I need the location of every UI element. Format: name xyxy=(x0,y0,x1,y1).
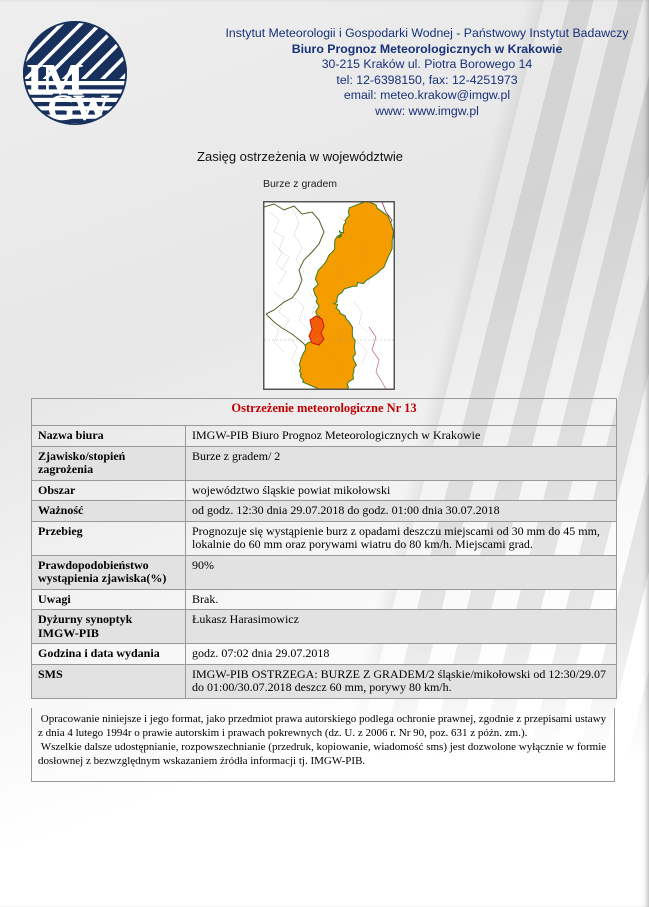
svg-text:GW: GW xyxy=(47,88,110,128)
